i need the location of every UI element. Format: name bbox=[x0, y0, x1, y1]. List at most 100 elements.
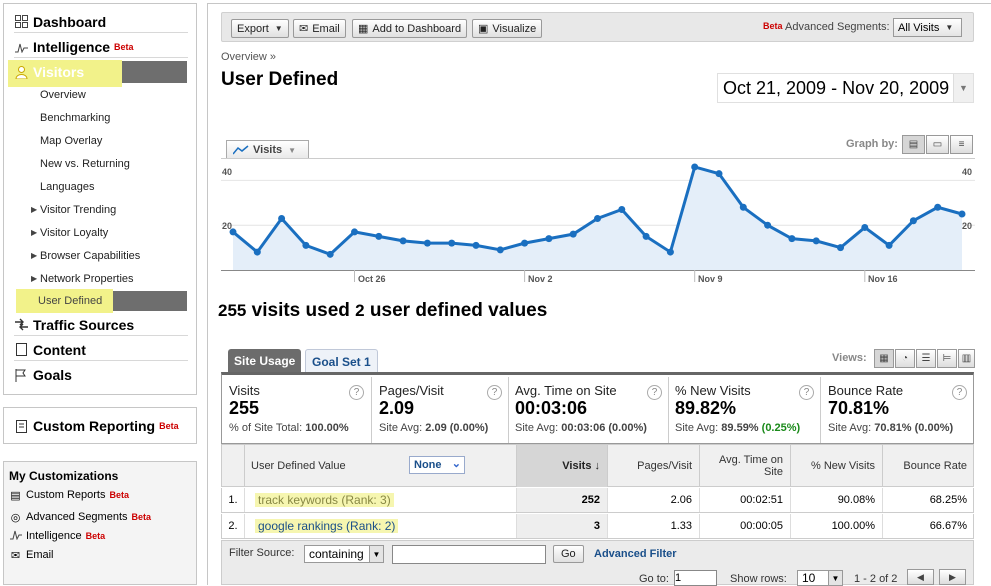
show-rows-select[interactable]: 10 ▼ bbox=[797, 570, 843, 586]
segments-label: Advanced Segments: bbox=[785, 21, 890, 33]
stat-visits: Visits 255 % of Site Total: 100.00% bbox=[229, 383, 349, 434]
nav-goals[interactable]: Goals bbox=[14, 364, 188, 386]
expand-arrow-icon[interactable]: ▶ bbox=[31, 205, 38, 214]
chevron-down-icon[interactable]: ▼ bbox=[953, 74, 973, 102]
row-dimension-link[interactable]: google rankings (Rank: 2) bbox=[255, 519, 399, 533]
tab-site-usage[interactable]: Site Usage bbox=[228, 349, 302, 373]
graph-by-month-button[interactable]: ≡ bbox=[950, 135, 973, 154]
data-point bbox=[278, 214, 286, 222]
next-page-button[interactable]: ▶ bbox=[939, 569, 966, 585]
chevron-down-icon: ▼ bbox=[369, 546, 383, 562]
sidebar-item-overview[interactable]: Overview bbox=[40, 89, 86, 101]
envelope-icon: ✉ bbox=[10, 549, 21, 562]
graph-by-day-button[interactable]: ▤ bbox=[902, 135, 925, 154]
y-tick-left-mid: 20 bbox=[222, 221, 232, 231]
x-tick-label: Nov 16 bbox=[868, 274, 898, 284]
data-point bbox=[909, 217, 917, 225]
mc-email-label: Email bbox=[26, 549, 54, 561]
sidebar-item-network-properties[interactable]: Network Properties bbox=[40, 273, 134, 285]
nav-visitors[interactable]: Visitors bbox=[14, 61, 188, 83]
stat-sub: % of Site Total: 100.00% bbox=[229, 422, 349, 434]
sidebar-item-browser-capabilities[interactable]: Browser Capabilities bbox=[40, 250, 141, 262]
advanced-filter-link[interactable]: Advanced Filter bbox=[594, 548, 677, 560]
col-new-visits[interactable]: % New Visits bbox=[790, 445, 882, 487]
metric-select[interactable]: Visits ▼ bbox=[226, 140, 309, 159]
graph-by-week-button[interactable]: ▭ bbox=[926, 135, 949, 154]
breadcrumb[interactable]: Overview » bbox=[221, 51, 277, 63]
col-dim-label: User Defined Value bbox=[251, 460, 346, 472]
row-new: 90.08% bbox=[790, 488, 882, 512]
nav-content[interactable]: Content bbox=[14, 339, 188, 361]
mc-custom-reports[interactable]: ▤ Custom Reports Beta bbox=[9, 487, 129, 503]
nav-dashboard[interactable]: Dashboard bbox=[14, 11, 188, 33]
row-dimension-link[interactable]: track keywords (Rank: 3) bbox=[255, 493, 394, 507]
export-button[interactable]: Export ▼ bbox=[231, 19, 289, 38]
nav-custom-reporting[interactable]: Custom Reporting Beta bbox=[14, 415, 188, 437]
sidebar-item-visitor-loyalty[interactable]: Visitor Loyalty bbox=[40, 227, 109, 239]
filter-go-button[interactable]: Go bbox=[553, 545, 584, 563]
expand-arrow-icon[interactable]: ▶ bbox=[31, 274, 38, 283]
sidebar-item-languages[interactable]: Languages bbox=[40, 181, 95, 193]
sidebar-item-map-overlay[interactable]: Map Overlay bbox=[40, 135, 103, 147]
add-dashboard-label: Add to Dashboard bbox=[372, 22, 462, 35]
email-label: Email bbox=[312, 22, 340, 35]
add-to-dashboard-button[interactable]: ▦ Add to Dashboard bbox=[352, 19, 468, 38]
col-bounce-rate[interactable]: Bounce Rate bbox=[882, 445, 974, 487]
view-table-button[interactable]: ▦ bbox=[874, 349, 894, 368]
date-range-picker[interactable]: Oct 21, 2009 - Nov 20, 2009 ▼ bbox=[717, 73, 974, 103]
help-icon[interactable]: ? bbox=[647, 385, 662, 400]
x-tick-label: Nov 2 bbox=[528, 274, 553, 284]
nav-traffic-sources[interactable]: Traffic Sources bbox=[14, 314, 188, 336]
grid-icon bbox=[14, 15, 28, 29]
view-pie-button[interactable]: ◔ bbox=[895, 349, 915, 368]
row-visits: 252 bbox=[516, 488, 607, 512]
data-point bbox=[837, 244, 844, 252]
col-user-defined-value[interactable]: User Defined Value bbox=[244, 445, 516, 487]
help-icon[interactable]: ? bbox=[799, 385, 814, 400]
help-icon[interactable]: ? bbox=[952, 385, 967, 400]
mc-email[interactable]: ✉ Email bbox=[9, 547, 54, 563]
mc-intelligence[interactable]: Intelligence Beta bbox=[9, 528, 105, 544]
view-bar-button[interactable]: ☰ bbox=[916, 349, 936, 368]
filter-input[interactable] bbox=[392, 545, 546, 564]
spark-icon bbox=[9, 529, 22, 543]
nav-intelligence-label: Intelligence bbox=[33, 38, 111, 55]
nav-visitors-label: Visitors bbox=[33, 64, 85, 80]
nav-intelligence[interactable]: Intelligence Beta bbox=[14, 36, 188, 58]
stat-value: 89.82% bbox=[675, 398, 737, 418]
expand-arrow-icon[interactable]: ▶ bbox=[31, 251, 38, 260]
email-button[interactable]: ✉ Email bbox=[293, 19, 346, 38]
beta-badge: Beta bbox=[114, 41, 134, 52]
help-icon[interactable]: ? bbox=[487, 385, 502, 400]
segments-select[interactable]: All Visits ▼ bbox=[893, 18, 962, 37]
secondary-dimension-select[interactable]: None ⌄ bbox=[409, 456, 465, 474]
data-point bbox=[302, 241, 310, 249]
go-label: Go bbox=[561, 548, 576, 560]
goto-label: Go to: bbox=[639, 573, 669, 585]
mc-advanced-segments[interactable]: ◎ Advanced Segments Beta bbox=[9, 509, 151, 525]
sidebar-item-benchmarking[interactable]: Benchmarking bbox=[40, 112, 111, 124]
sidebar-item-user-defined[interactable]: User Defined bbox=[38, 295, 103, 307]
filter-source-label: Filter Source: bbox=[229, 547, 295, 559]
stat-value: 00:03:06 bbox=[515, 398, 588, 418]
help-icon[interactable]: ? bbox=[349, 385, 364, 400]
goto-page-input[interactable] bbox=[674, 570, 717, 586]
stat-new-visits: % New Visits 89.82% Site Avg: 89.59% (0.… bbox=[675, 383, 800, 434]
col-visits-sorted[interactable]: Visits ↓ bbox=[516, 445, 607, 487]
tab-site-usage-label: Site Usage bbox=[234, 354, 296, 368]
sidebar-item-new-vs-returning[interactable]: New vs. Returning bbox=[40, 158, 130, 170]
chevron-down-icon: ▼ bbox=[828, 571, 842, 585]
flag-icon bbox=[14, 368, 28, 382]
view-comparison-button[interactable]: ⊨ bbox=[937, 349, 957, 368]
data-point bbox=[545, 235, 553, 243]
expand-arrow-icon[interactable]: ▶ bbox=[31, 228, 38, 237]
col-avg-time[interactable]: Avg. Time on Site bbox=[699, 445, 790, 487]
prev-page-button[interactable]: ◀ bbox=[907, 569, 934, 585]
filter-mode-select[interactable]: containing ▼ bbox=[304, 545, 384, 563]
col-pages-visit[interactable]: Pages/Visit bbox=[607, 445, 699, 487]
view-pivot-button[interactable]: ▥ bbox=[958, 349, 975, 368]
tab-goal-set-1[interactable]: Goal Set 1 bbox=[305, 349, 378, 373]
summary-stats: Visits 255 % of Site Total: 100.00% ? Pa… bbox=[221, 372, 974, 444]
visualize-button[interactable]: ▣ Visualize bbox=[472, 19, 543, 38]
sidebar-item-visitor-trending[interactable]: Visitor Trending bbox=[40, 204, 117, 216]
